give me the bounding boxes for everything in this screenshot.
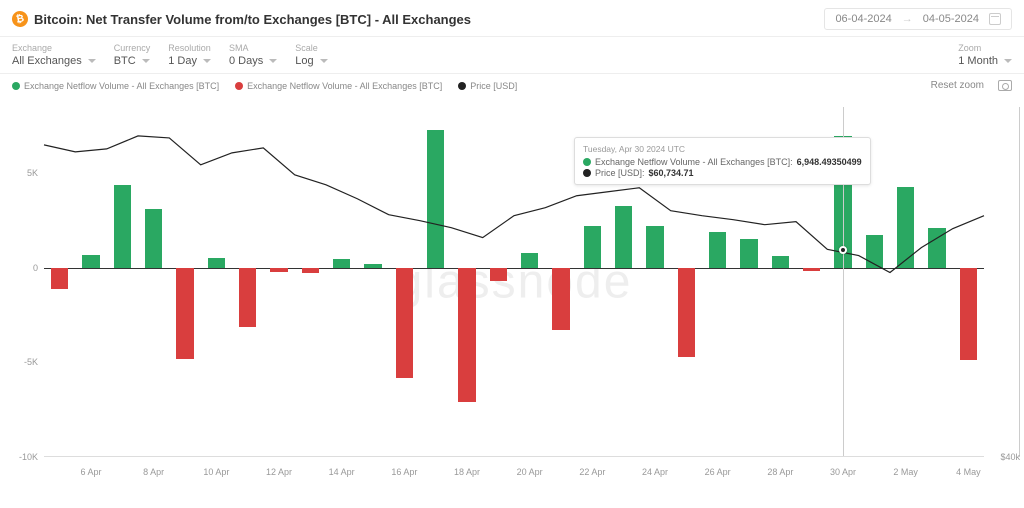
control-label: Currency <box>114 43 151 53</box>
control-exchange[interactable]: Exchange All Exchanges <box>12 43 96 67</box>
tooltip-row: Price [USD]: $60,734.71 <box>583 168 862 178</box>
tooltip-row: Exchange Netflow Volume - All Exchanges … <box>583 157 862 167</box>
plot-area[interactable]: glassnode Tuesday, Apr 30 2024 UTCExchan… <box>44 107 984 457</box>
control-value: BTC <box>114 55 136 67</box>
legend-label: Exchange Netflow Volume - All Exchanges … <box>247 81 442 91</box>
chart-actions: Reset zoom <box>931 80 1012 91</box>
page-title: Bitcoin: Net Transfer Volume from/to Exc… <box>34 12 471 27</box>
legend-item-price[interactable]: Price [USD] <box>458 81 517 91</box>
x-tick: 2 May <box>893 467 918 477</box>
control-label: Exchange <box>12 43 96 53</box>
chevron-down-icon <box>203 59 211 63</box>
x-tick: 8 Apr <box>143 467 164 477</box>
x-tick: 16 Apr <box>391 467 417 477</box>
x-tick: 6 Apr <box>80 467 101 477</box>
control-value: All Exchanges <box>12 55 82 67</box>
date-from: 06-04-2024 <box>835 13 891 25</box>
y-tick-left: 5K <box>4 168 38 178</box>
control-label: SMA <box>229 43 277 53</box>
date-to: 04-05-2024 <box>923 13 979 25</box>
legend-label: Exchange Netflow Volume - All Exchanges … <box>24 81 219 91</box>
x-tick: 12 Apr <box>266 467 292 477</box>
control-label: Zoom <box>958 43 1012 53</box>
x-tick: 10 Apr <box>203 467 229 477</box>
legend: Exchange Netflow Volume - All Exchanges … <box>12 81 517 91</box>
y-tick-left: 0 <box>4 263 38 273</box>
y-tick-left: -5K <box>4 357 38 367</box>
chevron-down-icon <box>1004 59 1012 63</box>
legend-row: Exchange Netflow Volume - All Exchanges … <box>0 74 1024 97</box>
y-axis-right: $40k <box>988 107 1020 457</box>
x-tick: 18 Apr <box>454 467 480 477</box>
x-tick: 14 Apr <box>329 467 355 477</box>
legend-item-pos[interactable]: Exchange Netflow Volume - All Exchanges … <box>12 81 219 91</box>
title-wrap: ₿ Bitcoin: Net Transfer Volume from/to E… <box>12 11 471 27</box>
control-value: Log <box>295 55 313 67</box>
swatch-icon <box>235 82 243 90</box>
chevron-down-icon <box>320 59 328 63</box>
chevron-down-icon <box>88 59 96 63</box>
calendar-icon <box>989 13 1001 25</box>
control-value: 1 Day <box>168 55 197 67</box>
swatch-icon <box>458 82 466 90</box>
controls-left: Exchange All Exchanges Currency BTC Reso… <box>12 43 328 67</box>
tooltip: Tuesday, Apr 30 2024 UTC Exchange Netflow… <box>574 137 871 185</box>
reset-zoom-button[interactable]: Reset zoom <box>931 80 984 91</box>
control-label: Resolution <box>168 43 211 53</box>
x-tick: 28 Apr <box>767 467 793 477</box>
date-arrow-icon: → <box>902 13 913 25</box>
swatch-icon <box>12 82 20 90</box>
bitcoin-icon: ₿ <box>11 10 30 29</box>
y-tick-left: -10K <box>4 452 38 462</box>
legend-item-neg[interactable]: Exchange Netflow Volume - All Exchanges … <box>235 81 442 91</box>
control-scale[interactable]: Scale Log <box>295 43 327 67</box>
crosshair-dot <box>839 246 847 254</box>
x-tick: 26 Apr <box>705 467 731 477</box>
control-label: Scale <box>295 43 327 53</box>
tooltip-title: Tuesday, Apr 30 2024 UTC <box>583 144 862 154</box>
control-sma[interactable]: SMA 0 Days <box>229 43 277 67</box>
controls-bar: Exchange All Exchanges Currency BTC Reso… <box>0 37 1024 74</box>
screenshot-icon[interactable] <box>998 80 1012 91</box>
chevron-down-icon <box>142 59 150 63</box>
date-range-picker[interactable]: 06-04-2024 → 04-05-2024 <box>824 8 1012 30</box>
x-tick: 20 Apr <box>517 467 543 477</box>
x-axis: 6 Apr 8 Apr 10 Apr 12 Apr 14 Apr 16 Apr 18 Apr… <box>44 463 984 483</box>
y-axis-left: -10K-5K05K <box>4 107 40 457</box>
x-tick: 24 Apr <box>642 467 668 477</box>
legend-label: Price [USD] <box>470 81 517 91</box>
x-tick: 4 May <box>956 467 981 477</box>
header: ₿ Bitcoin: Net Transfer Volume from/to E… <box>0 0 1024 37</box>
control-resolution[interactable]: Resolution 1 Day <box>168 43 211 67</box>
x-tick: 30 Apr <box>830 467 856 477</box>
control-value: 1 Month <box>958 55 998 67</box>
chevron-down-icon <box>269 59 277 63</box>
control-value: 0 Days <box>229 55 263 67</box>
y-tick-right: $40k <box>1000 452 1020 462</box>
control-currency[interactable]: Currency BTC <box>114 43 151 67</box>
x-tick: 22 Apr <box>579 467 605 477</box>
chart-area: -10K -5K 0 5K $40k glassnode Tuesday, Apr 3… <box>0 97 1024 497</box>
control-zoom[interactable]: Zoom 1 Month <box>958 43 1012 67</box>
